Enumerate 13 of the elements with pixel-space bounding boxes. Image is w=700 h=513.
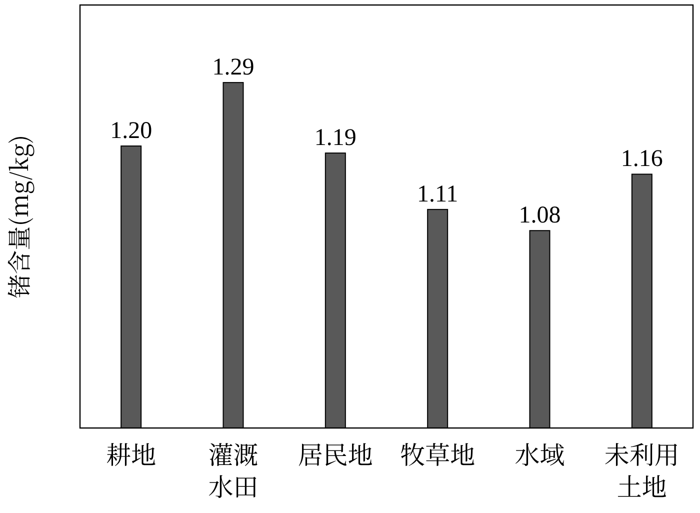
data-label: 1.19 bbox=[314, 125, 356, 152]
data-label: 1.11 bbox=[417, 181, 458, 208]
data-label: 1.29 bbox=[212, 54, 254, 81]
data-label: 1.08 bbox=[518, 202, 561, 229]
data-label: 1.20 bbox=[110, 118, 152, 144]
x-tick-label: 水域 bbox=[514, 436, 565, 472]
x-tick-label: 居民地 bbox=[298, 436, 373, 472]
x-tick-label: 灌溉水田 bbox=[208, 436, 258, 504]
x-tick-label: 耕地 bbox=[106, 436, 156, 472]
x-tick-label: 未利用土地 bbox=[604, 436, 680, 504]
data-label: 1.16 bbox=[620, 146, 663, 172]
y-axis-title: 锗含量(mg/kg) bbox=[0, 134, 35, 298]
x-tick-label: 牧草地 bbox=[400, 436, 476, 472]
